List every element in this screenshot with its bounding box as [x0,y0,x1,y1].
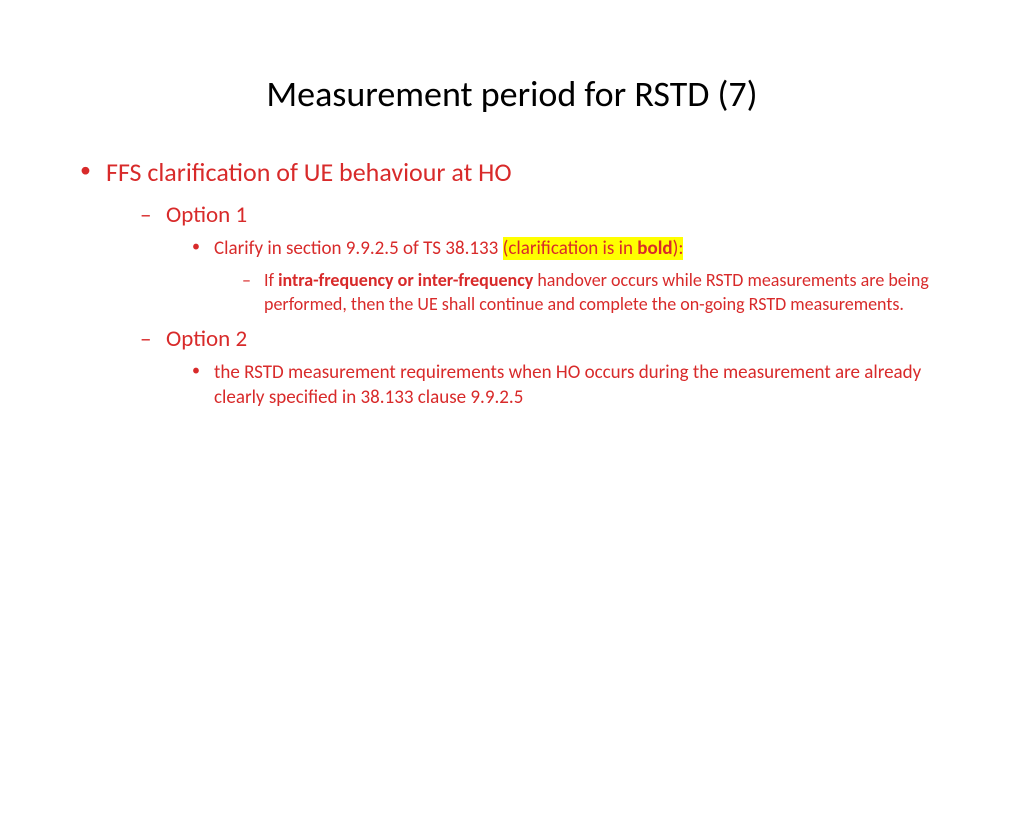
list-item: If intra-frequency or inter-frequency ha… [238,268,964,317]
option2-detail: the RSTD measurement requirements when H… [214,361,921,409]
bullet-list-level3: the RSTD measurement requirements when H… [166,361,964,410]
bullet-list-level3: Clarify in section 9.9.2.5 of TS 38.133 … [166,237,964,316]
list-item: Clarify in section 9.9.2.5 of TS 38.133 … [188,237,964,316]
slide-title: Measurement period for RSTD (7) [0,72,1024,116]
slide: Measurement period for RSTD (7) FFS clar… [0,72,1024,840]
clarify-hl-post: ): [673,237,684,260]
detail-pre: If [264,269,278,291]
detail-bold: intra-frequency or inter-frequency [278,269,533,291]
option1-label: Option 1 [166,201,247,229]
bullet-list-level4: If intra-frequency or inter-frequency ha… [214,268,964,317]
clarify-hl-bold: bold [637,237,672,260]
highlight-span: (clarification is in bold): [503,237,684,260]
bullet-list-level2: Option 1 Clarify in section 9.9.2.5 of T… [106,201,964,411]
list-item: FFS clarification of UE behaviour at HO … [78,156,964,411]
list-item: Option 1 Clarify in section 9.9.2.5 of T… [136,201,964,317]
bullet-list-level1: FFS clarification of UE behaviour at HO … [78,156,964,411]
level1-text: FFS clarification of UE behaviour at HO [106,156,512,188]
list-item: the RSTD measurement requirements when H… [188,361,964,410]
list-item: Option 2 the RSTD measurement requiremen… [136,325,964,411]
clarify-pre: Clarify in section 9.9.2.5 of TS 38.133 [214,237,503,260]
option2-label: Option 2 [166,325,247,353]
clarify-hl-pre: (clarification is in [503,237,638,260]
